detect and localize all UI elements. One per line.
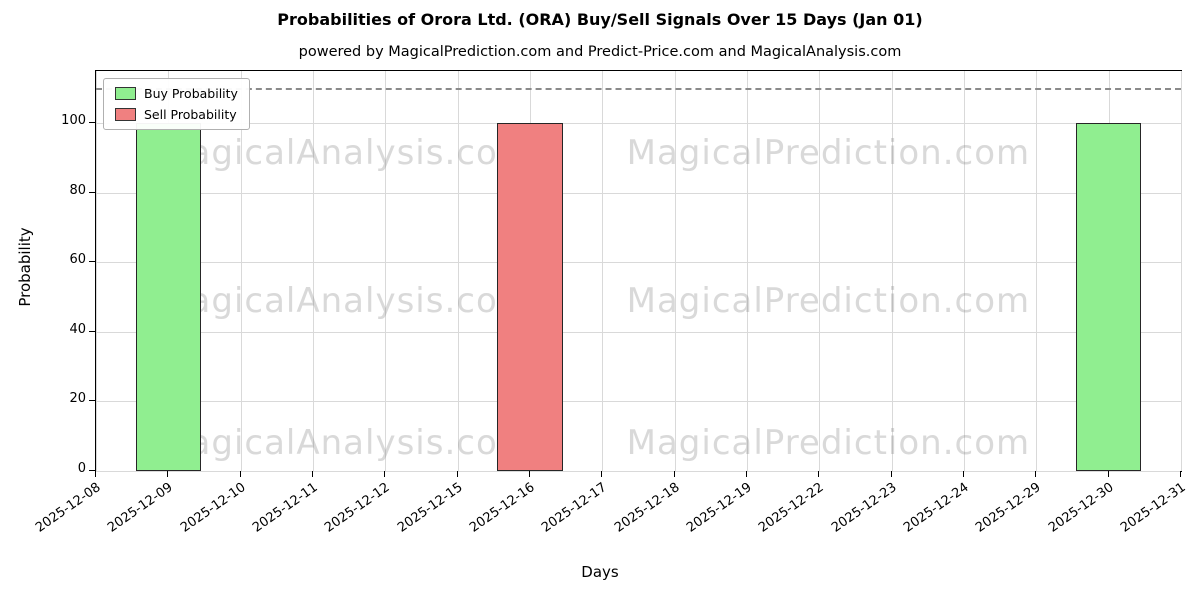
- x-tick-mark: [673, 471, 675, 477]
- chart-subtitle: powered by MagicalPrediction.com and Pre…: [298, 44, 902, 60]
- y-tick-label: 60: [69, 252, 86, 268]
- chart-title: Probabilities of Orora Ltd. (ORA) Buy/Se…: [277, 10, 923, 29]
- legend: Buy Probability Sell Probability: [103, 78, 250, 130]
- grid-line-vertical: [1036, 71, 1038, 471]
- watermark-text: MagicalPrediction.com: [626, 281, 1031, 321]
- x-tick-label: 2025-12-08: [33, 480, 104, 536]
- grid-line-horizontal: [96, 471, 1181, 472]
- x-tick-mark: [1035, 471, 1037, 477]
- legend-swatch: [115, 87, 136, 100]
- x-tick-mark: [963, 471, 964, 477]
- watermark-text: MagicalPrediction.com: [626, 133, 1031, 173]
- x-tick-mark: [384, 471, 386, 477]
- grid-line-vertical: [313, 71, 314, 471]
- plot-area: MagicalAnalysis.com MagicalPrediction.com…: [95, 70, 1182, 472]
- watermark-text: MagicalAnalysis.com: [159, 281, 532, 321]
- x-tick-mark: [601, 471, 603, 477]
- legend-item: Sell Probability: [115, 107, 238, 122]
- bar-sell: [497, 123, 563, 471]
- grid-line-horizontal: [96, 262, 1181, 264]
- y-tick-label: 100: [61, 113, 86, 129]
- grid-line-vertical: [674, 71, 676, 471]
- grid-line-vertical: [819, 71, 821, 471]
- legend-swatch: [115, 108, 136, 121]
- x-tick-mark: [746, 471, 747, 477]
- y-tick-mark: [89, 261, 95, 263]
- x-tick-mark: [167, 471, 169, 477]
- y-tick-label: 80: [69, 182, 86, 198]
- watermark-text: MagicalAnalysis.com: [159, 423, 532, 463]
- bar-buy: [135, 123, 201, 471]
- x-tick-mark: [1107, 471, 1109, 477]
- y-tick-mark: [89, 330, 95, 332]
- x-tick-mark: [818, 471, 820, 477]
- x-tick-mark: [890, 471, 892, 477]
- x-axis-label: Days: [581, 563, 619, 581]
- grid-line-vertical: [240, 71, 242, 471]
- x-tick-mark: [456, 471, 458, 477]
- watermark-text: MagicalAnalysis.com: [159, 133, 532, 173]
- legend-label: Buy Probability: [144, 86, 238, 101]
- grid-line-horizontal: [96, 192, 1181, 194]
- x-tick-mark: [529, 471, 530, 477]
- grid-line-vertical: [1181, 71, 1182, 471]
- y-tick-label: 20: [69, 391, 86, 407]
- y-tick-label: 0: [77, 461, 86, 476]
- y-tick-mark: [89, 400, 95, 402]
- grid-line-vertical: [964, 71, 965, 471]
- x-tick-mark: [1180, 471, 1181, 477]
- grid-line-vertical: [602, 71, 604, 471]
- x-tick-mark: [312, 471, 313, 477]
- y-axis-label: Probability: [16, 227, 34, 307]
- watermark-text: MagicalPrediction.com: [626, 423, 1031, 463]
- grid-line-vertical: [385, 71, 387, 471]
- y-tick-mark: [89, 470, 95, 471]
- x-tick-mark: [95, 471, 96, 477]
- grid-line-horizontal: [96, 401, 1181, 403]
- grid-line-vertical: [891, 71, 893, 471]
- bar-buy: [1076, 123, 1142, 471]
- y-tick-label: 40: [69, 321, 86, 337]
- y-tick-mark: [89, 191, 95, 193]
- grid-line-horizontal: [96, 331, 1181, 333]
- grid-line-vertical: [96, 71, 97, 471]
- threshold-dashed-line: [96, 88, 1181, 91]
- grid-line-vertical: [457, 71, 459, 471]
- grid-line-vertical: [747, 71, 748, 471]
- legend-label: Sell Probability: [144, 107, 237, 122]
- y-tick-mark: [89, 122, 95, 124]
- legend-item: Buy Probability: [115, 86, 238, 101]
- x-tick-mark: [239, 471, 241, 477]
- grid-line-horizontal: [96, 123, 1181, 125]
